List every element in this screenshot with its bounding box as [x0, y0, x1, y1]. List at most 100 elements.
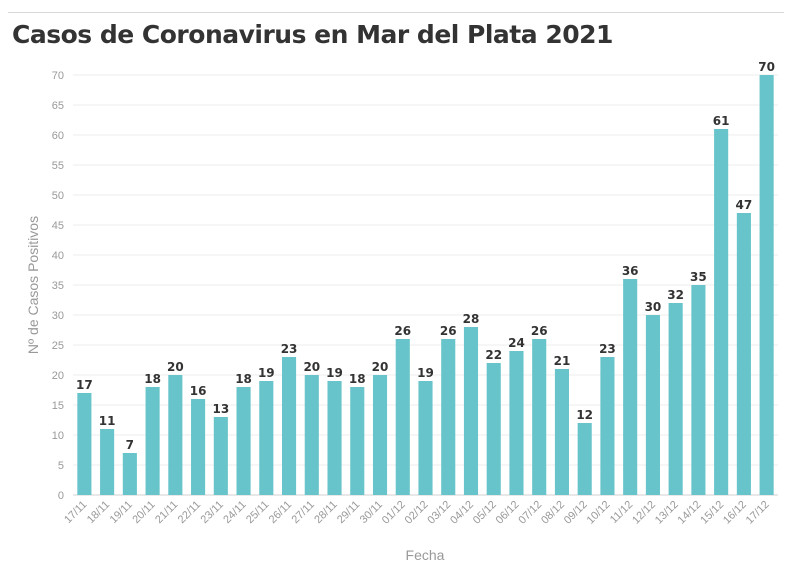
bar-value-label: 28	[463, 312, 480, 326]
bar	[554, 369, 570, 495]
bar	[213, 417, 228, 495]
bar	[350, 387, 365, 495]
y-tick-label: 35	[52, 280, 64, 292]
x-tick-label: 17/12	[744, 499, 772, 527]
x-tick-label: 16/12	[721, 499, 749, 527]
bar-value-label: 19	[417, 366, 434, 380]
bar	[191, 399, 206, 495]
x-tick-label: 29/11	[335, 499, 362, 526]
bar	[577, 423, 592, 495]
x-tick-label: 13/12	[653, 499, 681, 527]
bar-value-label: 20	[372, 360, 389, 374]
bar-value-label: 32	[667, 288, 684, 302]
x-tick-label: 03/12	[425, 499, 453, 527]
top-divider	[8, 12, 784, 13]
x-tick-label: 07/12	[516, 499, 544, 527]
y-tick-label: 15	[52, 400, 64, 412]
bar-value-label: 23	[281, 342, 298, 356]
x-tick-label: 05/12	[471, 499, 499, 527]
bar-value-label: 26	[394, 324, 411, 338]
x-tick-label: 30/11	[358, 499, 385, 526]
bar-value-label: 35	[690, 270, 707, 284]
y-tick-label: 45	[52, 220, 64, 232]
bar	[281, 357, 297, 495]
bar-value-label: 18	[349, 372, 366, 386]
bar-value-label: 26	[531, 324, 548, 338]
bar-value-label: 36	[622, 264, 639, 278]
y-axis-title: Nº de Casos Positivos	[25, 216, 41, 354]
bar-value-label: 19	[326, 366, 343, 380]
y-tick-label: 5	[58, 460, 64, 472]
bar-value-label: 24	[508, 336, 525, 350]
bar-value-label: 7	[126, 438, 134, 452]
bar	[623, 279, 638, 495]
x-tick-label: 08/12	[539, 499, 567, 527]
bar-value-label: 30	[645, 300, 662, 314]
bar	[645, 315, 660, 495]
x-tick-label: 25/11	[244, 499, 271, 526]
bar	[100, 429, 115, 495]
y-tick-label: 55	[52, 160, 64, 172]
bar	[395, 339, 410, 495]
bar	[600, 357, 615, 495]
y-tick-label: 10	[52, 430, 64, 442]
y-tick-label: 0	[58, 490, 64, 502]
bar-value-labels: 17 11 7 18 20 16 13 18 19 23 20 19 18 20 26 19 26 28 22 24 2…	[76, 60, 775, 452]
bar	[327, 381, 342, 495]
x-tick-label: 14/12	[676, 499, 704, 527]
bar	[418, 381, 433, 495]
bar	[691, 285, 706, 495]
x-tick-label: 17/11	[62, 499, 89, 526]
y-tick-label: 70	[52, 70, 64, 82]
bar-value-label: 17	[76, 378, 93, 392]
y-tick-label: 50	[52, 190, 64, 202]
bar-value-label: 16	[190, 384, 207, 398]
bar	[532, 339, 547, 495]
bar	[668, 303, 683, 495]
x-tick-label: 01/12	[380, 499, 408, 527]
x-axis-title: Fecha	[406, 547, 445, 563]
y-tick-label: 30	[52, 310, 64, 322]
bars	[77, 75, 774, 495]
bar	[509, 351, 524, 495]
x-tick-label: 28/11	[312, 499, 339, 526]
bar	[372, 375, 388, 495]
x-tick-label: 20/11	[130, 499, 157, 526]
x-tick-label: 10/12	[585, 499, 613, 527]
bar-value-label: 20	[167, 360, 184, 374]
bar	[259, 381, 274, 495]
bar-value-label: 13	[212, 402, 229, 416]
y-tick-label: 60	[52, 130, 64, 142]
bar-value-label: 70	[758, 60, 775, 74]
x-tick-label: 11/12	[608, 499, 635, 526]
bar-value-label: 21	[554, 354, 571, 368]
bar-value-label: 18	[235, 372, 252, 386]
bar	[304, 375, 319, 495]
y-tick-label: 25	[52, 340, 64, 352]
x-tick-label: 06/12	[494, 499, 522, 527]
x-tick-label: 26/11	[267, 499, 294, 526]
y-axis-ticks: 0 5 10 15 20 25 30 35 40 45 50 55 60 65 70	[52, 70, 64, 502]
bar	[145, 387, 160, 495]
bar-value-label: 19	[258, 366, 275, 380]
x-tick-label: 15/12	[698, 499, 726, 527]
bar	[463, 327, 479, 495]
chart-title: Casos de Coronavirus en Mar del Plata 20…	[12, 20, 613, 49]
x-tick-label: 19/11	[108, 499, 135, 526]
bar-value-label: 47	[736, 198, 753, 212]
x-tick-label: 22/11	[176, 499, 203, 526]
bar-value-label: 23	[599, 342, 616, 356]
x-tick-label: 27/11	[290, 499, 317, 526]
bar	[168, 375, 183, 495]
x-tick-label: 02/12	[403, 499, 431, 527]
y-tick-label: 65	[52, 100, 64, 112]
bar	[714, 129, 729, 495]
bar	[759, 75, 774, 495]
bar	[486, 363, 501, 495]
x-tick-label: 04/12	[448, 499, 476, 527]
bar-value-label: 61	[713, 114, 730, 128]
x-tick-label: 09/12	[562, 499, 590, 527]
bar-value-label: 20	[303, 360, 320, 374]
bar-value-label: 22	[485, 348, 502, 362]
bar	[441, 339, 456, 495]
